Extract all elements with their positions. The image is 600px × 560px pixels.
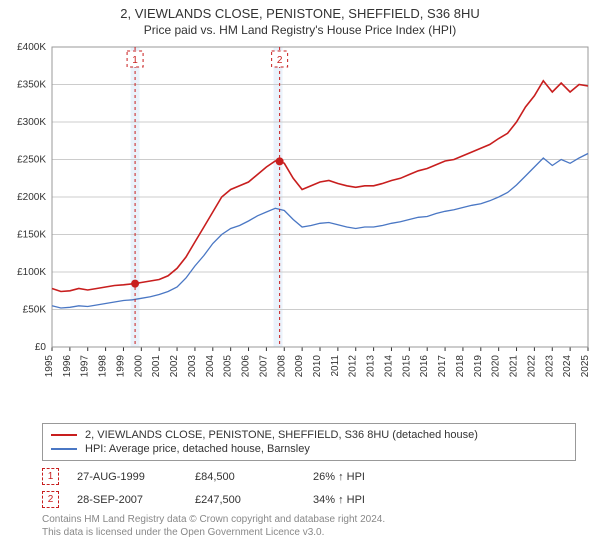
x-tick-label: 2005 (223, 355, 234, 378)
x-tick-label: 2000 (133, 355, 144, 378)
sale-delta: 34% ↑ HPI (313, 494, 413, 506)
chart-svg: £0 £50K £100K £150K £200K £250K £300K £350K £400… (0, 37, 600, 417)
table-row: 1 27-AUG-1999 £84,500 26% ↑ HPI (42, 465, 576, 488)
flag-label: 1 (132, 55, 138, 66)
x-tick-label: 2019 (473, 355, 484, 378)
x-tick-label: 1999 (115, 355, 126, 378)
sales-table: 1 27-AUG-1999 £84,500 26% ↑ HPI 2 28-SEP… (42, 465, 576, 511)
x-tick-label: 2021 (509, 355, 520, 378)
footer-line: This data is licensed under the Open Gov… (42, 526, 576, 539)
x-tick-label: 2011 (330, 355, 341, 377)
y-tick-label: £200K (17, 192, 46, 203)
x-tick-label: 2017 (437, 355, 448, 378)
y-tick-label: £150K (17, 230, 46, 241)
x-tick-label: 1995 (44, 355, 55, 378)
x-tick-label: 2014 (383, 355, 394, 378)
x-tick-label: 2008 (276, 355, 287, 378)
x-tick-label: 2010 (312, 355, 323, 378)
x-tick-label: 2006 (241, 355, 252, 378)
legend-label: 2, VIEWLANDS CLOSE, PENISTONE, SHEFFIELD… (85, 429, 478, 441)
y-tick-label: £0 (35, 342, 47, 353)
x-tick-label: 2022 (526, 355, 537, 378)
legend-row: HPI: Average price, detached house, Barn… (51, 442, 567, 456)
figure: 2, VIEWLANDS CLOSE, PENISTONE, SHEFFIELD… (0, 0, 600, 539)
sale-dot-icon (276, 157, 284, 165)
x-tick-label: 2009 (294, 355, 305, 378)
title: 2, VIEWLANDS CLOSE, PENISTONE, SHEFFIELD… (0, 6, 600, 21)
legend: 2, VIEWLANDS CLOSE, PENISTONE, SHEFFIELD… (42, 423, 576, 461)
legend-swatch (51, 434, 77, 436)
y-tick-label: £300K (17, 117, 46, 128)
title-block: 2, VIEWLANDS CLOSE, PENISTONE, SHEFFIELD… (0, 0, 600, 37)
subtitle: Price paid vs. HM Land Registry's House … (0, 23, 600, 37)
sale-marker-icon: 2 (42, 491, 59, 508)
y-tick-label: £250K (17, 155, 46, 166)
x-tick-label: 2015 (401, 355, 412, 378)
x-tick-label: 2004 (205, 355, 216, 378)
legend-row: 2, VIEWLANDS CLOSE, PENISTONE, SHEFFIELD… (51, 428, 567, 442)
y-tick-label: £50K (23, 305, 47, 316)
sale-date: 27-AUG-1999 (77, 471, 177, 483)
x-tick-label: 2012 (348, 355, 359, 378)
x-tick-label: 2002 (169, 355, 180, 378)
x-tick-label: 2018 (455, 355, 466, 378)
flag-label: 2 (277, 55, 283, 66)
sale-price: £247,500 (195, 494, 295, 506)
x-tick-label: 2001 (151, 355, 162, 378)
sale-date: 28-SEP-2007 (77, 494, 177, 506)
x-tick-label: 1997 (80, 355, 91, 378)
x-tick-label: 2024 (562, 355, 573, 378)
x-tick-label: 2007 (258, 355, 269, 378)
y-tick-label: £100K (17, 267, 46, 278)
x-tick-label: 2020 (491, 355, 502, 378)
legend-label: HPI: Average price, detached house, Barn… (85, 443, 310, 455)
legend-swatch (51, 448, 77, 450)
x-tick-label: 2025 (580, 355, 591, 378)
footer-line: Contains HM Land Registry data © Crown c… (42, 513, 576, 526)
sale-price: £84,500 (195, 471, 295, 483)
x-tick-label: 1996 (62, 355, 73, 378)
x-tick-label: 2023 (544, 355, 555, 378)
sale-marker-icon: 1 (42, 468, 59, 485)
chart: £0 £50K £100K £150K £200K £250K £300K £350K £400… (0, 37, 600, 417)
sale-delta: 26% ↑ HPI (313, 471, 413, 483)
x-tick-label: 2003 (187, 355, 198, 378)
x-tick-label: 2013 (366, 355, 377, 378)
y-tick-label: £350K (17, 80, 46, 91)
x-tick-label: 1998 (98, 355, 109, 378)
table-row: 2 28-SEP-2007 £247,500 34% ↑ HPI (42, 488, 576, 511)
y-tick-label: £400K (17, 42, 46, 53)
footer: Contains HM Land Registry data © Crown c… (42, 513, 576, 539)
x-tick-label: 2016 (419, 355, 430, 378)
sale-dot-icon (131, 280, 139, 288)
